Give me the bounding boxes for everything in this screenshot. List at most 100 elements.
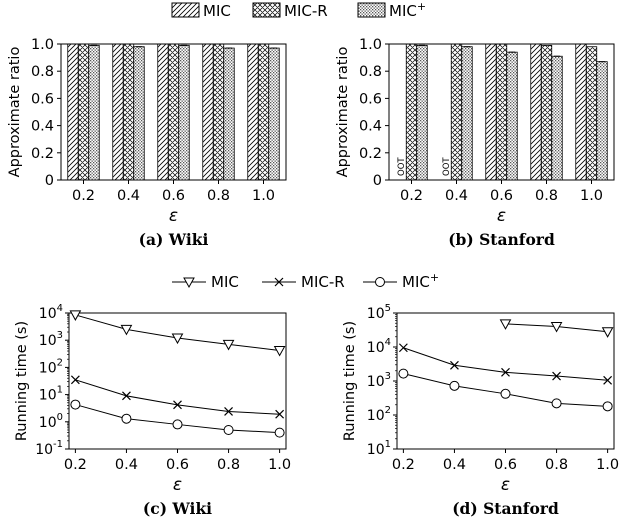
bar-chart-0: 0 0.2 0.4 0.6 0.8 1.0 0.2 0.4 0.6 0.8 1.0 ε Approxim…	[7, 37, 287, 249]
bar-mic-plus-1.0	[596, 61, 608, 181]
point-mic-r	[501, 367, 510, 377]
oot-annotation: OOT	[397, 157, 407, 176]
bar-mic-r-1.0	[257, 43, 270, 181]
point-mic-r	[224, 407, 233, 416]
bar-legend-label-2-text: MIC	[389, 2, 417, 20]
y-tick-label: 1.0	[359, 37, 382, 53]
y-tick-label: 0.6	[359, 91, 382, 107]
y-tick-base: 10	[367, 408, 385, 424]
line-legend-label-0: MIC	[211, 273, 239, 291]
y-tick-label: 102	[367, 405, 391, 424]
x-tick-label: 0.2	[400, 188, 423, 204]
bar-mic-r-0.4	[122, 43, 135, 181]
y-tick-exp: 0	[57, 412, 63, 423]
point-mic-plus	[70, 399, 81, 410]
point-mic	[499, 319, 512, 330]
line-legend-label-2: MIC+	[402, 271, 439, 291]
oot-annotation: OOT	[442, 157, 452, 176]
x-tick-label: 0.8	[207, 188, 230, 204]
y-tick-label: 105	[367, 303, 391, 322]
x-axis-label: ε	[497, 206, 506, 226]
x-tick-label: 0.2	[72, 188, 95, 204]
y-tick-base: 10	[39, 360, 57, 376]
y-tick-label: 10-1	[35, 439, 63, 458]
x-axis-label: ε	[173, 475, 182, 495]
bar-mic-1.0	[575, 43, 587, 181]
series-line-mic-r	[403, 347, 608, 381]
y-tick-exp: 2	[385, 405, 391, 416]
bar-mic-plus-0.6	[506, 51, 518, 181]
y-tick-exp: 1	[57, 385, 63, 396]
legend-marker-circle	[375, 277, 385, 287]
legend-swatch-dots	[357, 2, 386, 18]
bar-mic-r-1.0	[585, 46, 598, 181]
y-tick-base: 10	[367, 442, 385, 458]
x-tick-label: 0.8	[535, 188, 558, 204]
point-mic-r	[552, 371, 561, 381]
y-axis-label: Approximate ratio	[335, 47, 351, 178]
bar-mic-0.6	[485, 43, 497, 181]
bar-legend-label-1-text: MIC-R	[284, 2, 328, 20]
bar-mic-r-0.2	[405, 43, 418, 181]
legend-marker-x	[274, 277, 284, 287]
point-mic-r	[70, 375, 80, 385]
y-tick-label: 101	[367, 439, 391, 458]
y-tick-exp: 3	[57, 330, 63, 341]
point-mic	[550, 322, 563, 333]
x-axis-label: ε	[501, 475, 510, 495]
y-tick-label: 103	[39, 330, 63, 349]
y-tick-base: 10	[39, 415, 57, 431]
caption: (a) Wiki	[139, 230, 209, 249]
point-mic-plus	[172, 419, 183, 430]
y-tick-base: 10	[367, 374, 385, 390]
y-tick-label: 0	[373, 173, 382, 189]
bar-legend-label-0-text: MIC	[203, 2, 231, 20]
bar-mic-r-0.6	[495, 43, 508, 181]
legend-marker-triangle-down	[183, 277, 195, 289]
point-mic	[69, 310, 82, 321]
series-line-mic	[75, 314, 280, 351]
bar-mic-plus-0.4	[461, 46, 473, 181]
y-tick-label: 0.2	[31, 146, 54, 162]
y-tick-label: 0.8	[359, 64, 382, 80]
plot-frame	[396, 312, 615, 450]
x-tick-label: 0.8	[545, 457, 568, 473]
y-tick-label: 0.4	[31, 119, 54, 135]
caption: (d) Stanford	[452, 499, 559, 518]
x-tick-label: 0.6	[494, 457, 517, 473]
point-mic	[120, 324, 133, 336]
point-mic-r	[122, 391, 131, 401]
point-mic-r	[398, 343, 408, 353]
y-axis-label: Running time (s)	[14, 321, 30, 441]
bar-mic-plus-0.2	[416, 44, 428, 181]
x-tick-label: 0.6	[162, 188, 185, 204]
bar-mic-0.4	[112, 43, 124, 181]
y-tick-base: 10	[367, 340, 385, 356]
bar-mic-plus-1.0	[268, 47, 280, 181]
y-tick-exp: 5	[385, 303, 391, 314]
y-tick-exp: 1	[385, 439, 391, 450]
bar-mic-0.6	[157, 43, 169, 181]
x-tick-label: 0.8	[217, 457, 240, 473]
y-tick-label: 103	[367, 371, 391, 390]
bar-mic-r-0.4	[450, 43, 463, 181]
bar-mic-1.0	[247, 43, 259, 181]
y-tick-label: 100	[39, 412, 63, 431]
point-mic	[273, 345, 286, 357]
line-legend-label-1: MIC-R	[301, 273, 345, 291]
point-mic-r	[275, 409, 285, 419]
x-axis-label: ε	[169, 206, 178, 226]
line-legend-label-0-text: MIC	[211, 273, 239, 291]
caption: (b) Stanford	[448, 230, 555, 249]
x-tick-label: 1.0	[596, 457, 619, 473]
y-axis-label: Approximate ratio	[7, 47, 23, 178]
y-tick-label: 0.2	[359, 146, 382, 162]
y-tick-base: 10	[39, 306, 57, 322]
bar-mic-plus-0.8	[551, 55, 563, 181]
line-legend-label-2-text: MIC	[402, 273, 430, 291]
x-tick-label: 1.0	[580, 188, 603, 204]
point-mic-plus	[121, 413, 132, 424]
y-tick-base: 10	[39, 333, 57, 349]
